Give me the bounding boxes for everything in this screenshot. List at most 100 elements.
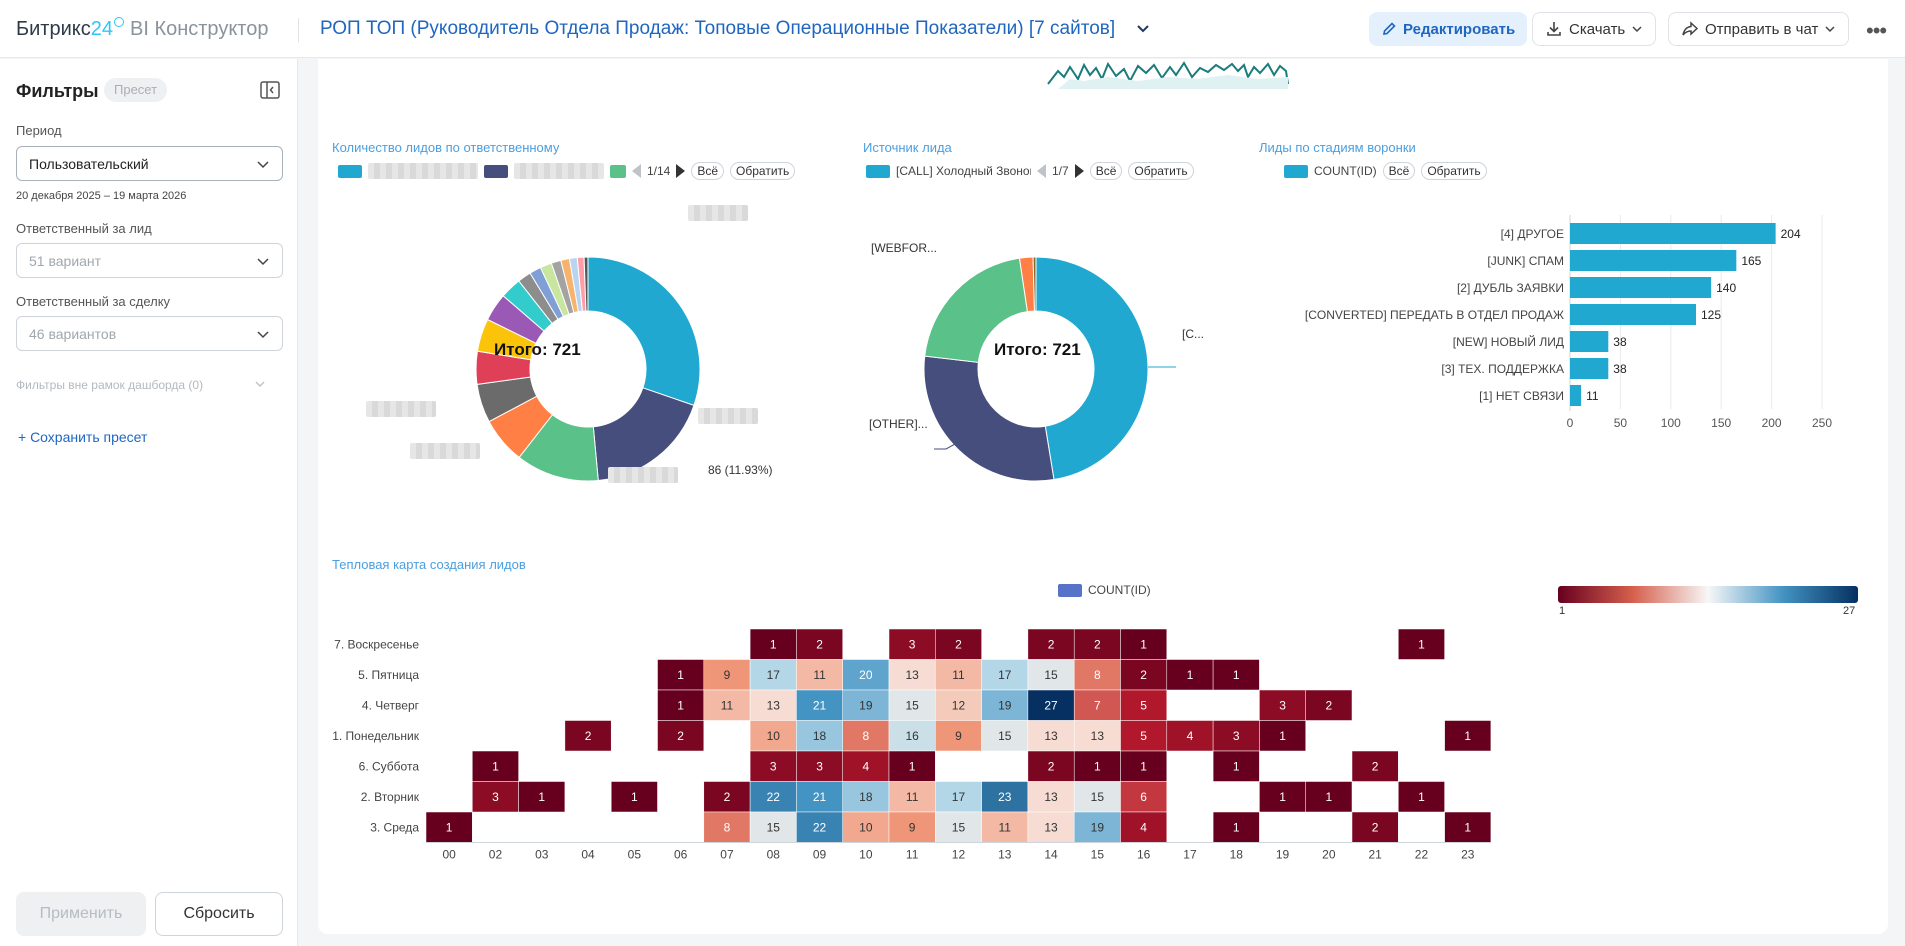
heatmap-cell[interactable]	[703, 659, 751, 691]
heatmap-cell[interactable]	[564, 720, 612, 752]
legend-swatch[interactable]	[610, 164, 626, 178]
legend-invert-button[interactable]: Обратить	[1128, 162, 1194, 180]
edit-button[interactable]: Редактировать	[1369, 12, 1528, 46]
heatmap-cell[interactable]	[1166, 720, 1214, 752]
heatmap-cell[interactable]	[981, 811, 1029, 843]
legend-all-button[interactable]: Всё	[1382, 162, 1416, 180]
heatmap-cell[interactable]	[518, 781, 566, 813]
prev-page-icon[interactable]	[1037, 164, 1046, 178]
widget-title-heatmap[interactable]: Тепловая карта создания лидов	[332, 557, 526, 572]
heatmap-cell[interactable]	[981, 781, 1029, 813]
legend-item-call[interactable]: [CALL] Холодный Звонок	[896, 164, 1031, 178]
heatmap-cell[interactable]	[1444, 811, 1492, 843]
donut-slice[interactable]	[1035, 256, 1149, 481]
deal-owner-select[interactable]: 46 вариантов	[16, 316, 283, 351]
heatmap-cell[interactable]	[1027, 811, 1075, 843]
heatmap-cell[interactable]	[1027, 689, 1075, 721]
donut-slice[interactable]	[924, 257, 1029, 363]
legend-invert-button[interactable]: Обратить	[730, 162, 796, 180]
donut-chart-leads-by-owner[interactable]	[438, 219, 738, 519]
reset-button[interactable]: Сбросить	[155, 892, 283, 936]
heatmap-cell[interactable]	[749, 659, 797, 691]
heatmap-cell[interactable]	[657, 720, 705, 752]
bar[interactable]	[1570, 277, 1712, 298]
heatmap-cell[interactable]	[657, 659, 705, 691]
widget-title-leads-by-owner[interactable]: Количество лидов по ответственному	[332, 140, 560, 155]
heatmap-cell[interactable]	[1212, 750, 1260, 782]
legend-all-button[interactable]: Всё	[1089, 162, 1123, 180]
heatmap-cell[interactable]	[1351, 750, 1399, 782]
heatmap-cell[interactable]	[1305, 689, 1353, 721]
heatmap-cell[interactable]	[472, 750, 519, 782]
bar[interactable]	[1570, 304, 1696, 325]
heatmap-cell[interactable]	[888, 811, 936, 843]
legend-swatch[interactable]	[338, 164, 362, 178]
dashboard-title[interactable]: РОП ТОП (Руководитель Отдела Продаж: Топ…	[320, 18, 1116, 39]
bar[interactable]	[1570, 250, 1737, 271]
heatmap-cell[interactable]	[1027, 750, 1075, 782]
donut-slice[interactable]	[1032, 256, 1037, 312]
legend-item-redacted[interactable]	[368, 163, 478, 179]
heatmap-cell[interactable]	[1120, 811, 1168, 843]
heatmap-cell[interactable]	[1120, 720, 1168, 752]
legend-all-button[interactable]: Всё	[691, 162, 725, 180]
heatmap-cell[interactable]	[842, 811, 890, 843]
heatmap-cell[interactable]	[1027, 629, 1075, 660]
heatmap-cell[interactable]	[657, 689, 705, 721]
heatmap-cell[interactable]	[1027, 720, 1075, 752]
bar-chart-leads-by-stage[interactable]: 0 50 100 150 200 250 [4] ДРУГОЕ 204 [JUNK] СПАМ 1…	[1236, 199, 1876, 519]
outside-filters-toggle[interactable]: Фильтры вне рамок дашборда (0)	[16, 378, 266, 392]
heatmap-cell[interactable]	[749, 689, 797, 721]
legend-swatch[interactable]	[1284, 164, 1308, 178]
heatmap-chart[interactable]: 7. Воскресенье 1 2 3 2 2 2 1 15. Пятница 1 9 17 11 20…	[318, 629, 1878, 934]
donut-slice[interactable]	[583, 256, 589, 312]
legend-invert-button[interactable]: Обратить	[1421, 162, 1487, 180]
heatmap-cell[interactable]	[888, 720, 936, 752]
legend-swatch[interactable]	[1058, 583, 1082, 597]
heatmap-cell[interactable]	[1259, 720, 1306, 752]
heatmap-cell[interactable]	[1212, 811, 1260, 843]
heatmap-cell[interactable]	[1120, 659, 1168, 691]
heatmap-cell[interactable]	[1073, 781, 1121, 813]
heatmap-cell[interactable]	[749, 781, 797, 813]
legend-item-count[interactable]: COUNT(ID)	[1314, 164, 1377, 178]
heatmap-cell[interactable]	[1073, 720, 1121, 752]
heatmap-cell[interactable]	[1073, 689, 1121, 721]
heatmap-cell[interactable]	[842, 750, 890, 782]
heatmap-cell[interactable]	[1120, 629, 1168, 660]
next-page-icon[interactable]	[676, 164, 686, 178]
heatmap-cell[interactable]	[425, 811, 473, 843]
heatmap-cell[interactable]	[981, 720, 1029, 752]
heatmap-cell[interactable]	[1398, 629, 1445, 660]
heatmap-cell[interactable]	[1120, 750, 1168, 782]
heatmap-cell[interactable]	[1073, 750, 1121, 782]
bar[interactable]	[1570, 331, 1609, 352]
widget-title-lead-source[interactable]: Источник лида	[863, 140, 952, 155]
app-logo[interactable]: Битрикс24 BI Конструктор	[16, 17, 268, 41]
donut-chart-lead-source[interactable]	[818, 219, 1178, 519]
heatmap-cell[interactable]	[1444, 720, 1492, 752]
heatmap-cell[interactable]	[842, 659, 890, 691]
lead-owner-select[interactable]: 51 вариант	[16, 243, 283, 278]
more-icon[interactable]: •••	[1866, 18, 1887, 43]
heatmap-cell[interactable]	[981, 659, 1029, 691]
heatmap-cell[interactable]	[935, 720, 982, 752]
heatmap-cell[interactable]	[796, 689, 843, 721]
preset-badge[interactable]: Пресет	[104, 78, 168, 102]
heatmap-cell[interactable]	[749, 720, 797, 752]
bar[interactable]	[1570, 223, 1776, 244]
heatmap-cell[interactable]	[1073, 629, 1121, 660]
widget-title-leads-by-stage[interactable]: Лиды по стадиям воронки	[1259, 140, 1416, 155]
heatmap-cell[interactable]	[842, 720, 890, 752]
heatmap-cell[interactable]	[1259, 689, 1306, 721]
legend-item-redacted[interactable]	[514, 163, 604, 179]
heatmap-cell[interactable]	[1212, 659, 1260, 691]
heatmap-cell[interactable]	[1166, 659, 1214, 691]
heatmap-cell[interactable]	[888, 689, 936, 721]
heatmap-cell[interactable]	[888, 781, 936, 813]
bar[interactable]	[1570, 358, 1609, 379]
collapse-sidebar-icon[interactable]	[260, 81, 280, 99]
chevron-down-icon[interactable]	[1134, 20, 1152, 38]
heatmap-cell[interactable]	[1305, 781, 1353, 813]
legend-swatch[interactable]	[866, 164, 890, 178]
